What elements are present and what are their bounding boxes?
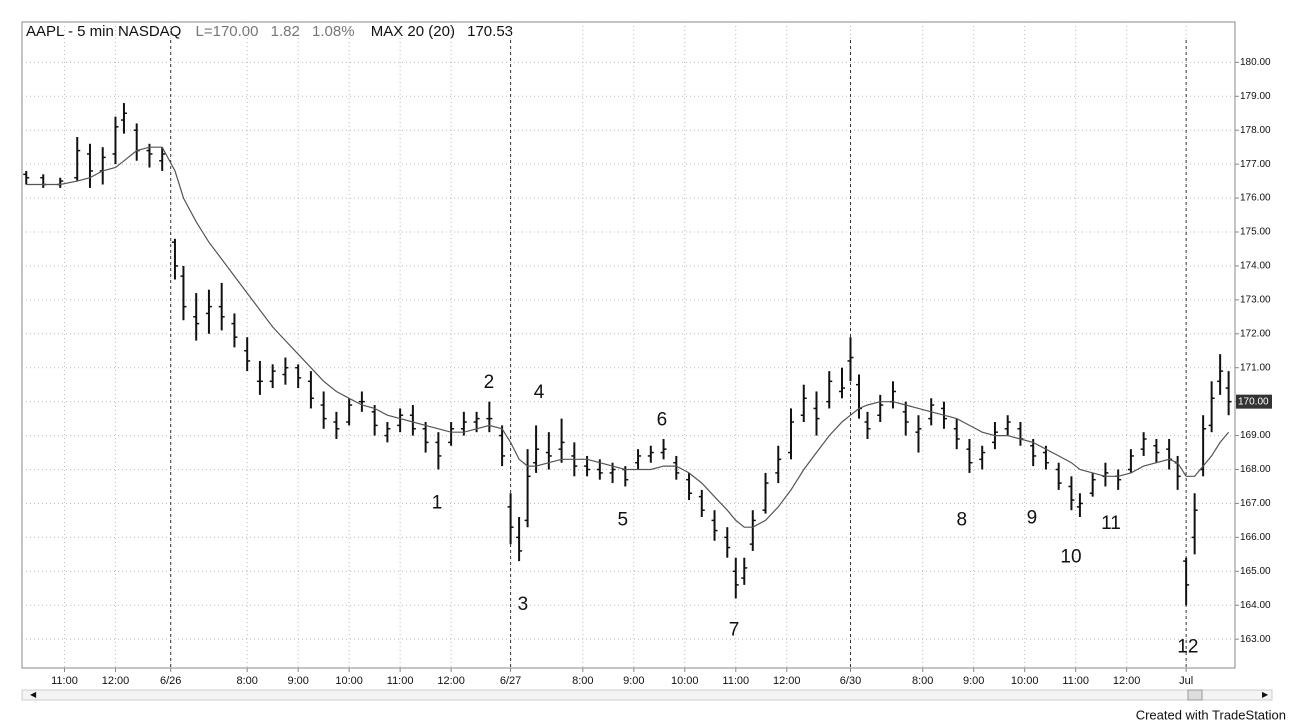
x-tick-label: 12:00 — [1113, 675, 1141, 687]
scrollbar[interactable]: ◀ ▶ — [21, 689, 1273, 701]
quote-last: L=170.00 — [196, 23, 259, 40]
x-tick-label: 6/27 — [500, 675, 521, 687]
y-tick-label: 178.00 — [1240, 125, 1271, 136]
x-tick-label: 10:00 — [1011, 675, 1039, 687]
moving-average — [26, 146, 1230, 528]
y-tick-label: 179.00 — [1240, 91, 1271, 102]
annotation: 6 — [657, 409, 668, 430]
annotation: 11 — [1101, 513, 1121, 534]
x-tick-label: 6/30 — [840, 675, 861, 687]
last-price-label: 170.00 — [1238, 396, 1269, 407]
x-tick-label: 11:00 — [51, 675, 78, 687]
x-tick-label: Jul — [1179, 675, 1193, 687]
annotation: 5 — [617, 509, 628, 530]
y-tick-label: 169.00 — [1240, 430, 1271, 441]
y-tick-label: 167.00 — [1240, 498, 1271, 509]
scrollbar-thumb[interactable] — [1187, 689, 1203, 701]
annotation: 10 — [1060, 547, 1081, 568]
annotation: 7 — [729, 620, 740, 641]
x-tick-label: 12:00 — [773, 675, 801, 687]
x-tick-label: 12:00 — [102, 675, 130, 687]
scrollbar-track[interactable] — [21, 689, 1273, 701]
chart-title: AAPL - 5 min NASDAQ — [26, 23, 181, 40]
x-tick-label: 11:00 — [387, 675, 414, 687]
x-tick-label: 8:00 — [912, 675, 933, 687]
x-tick-label: 10:00 — [671, 675, 699, 687]
y-tick-label: 168.00 — [1240, 464, 1271, 475]
x-tick-label: 9:00 — [287, 675, 308, 687]
chart-header: AAPL - 5 min NASDAQ L=170.00 1.82 1.08% … — [26, 23, 513, 40]
x-tick-label: 6/26 — [160, 675, 181, 687]
y-tick-label: 174.00 — [1240, 261, 1271, 272]
quote-change: 1.82 — [271, 23, 300, 40]
x-tick-label: 12:00 — [437, 675, 465, 687]
x-tick-label: 9:00 — [963, 675, 984, 687]
y-tick-label: 177.00 — [1240, 159, 1271, 170]
x-tick-label: 8:00 — [572, 675, 593, 687]
y-tick-label: 180.00 — [1240, 57, 1271, 68]
y-tick-label: 172.00 — [1240, 328, 1271, 339]
scroll-right[interactable]: ▶ — [1262, 690, 1269, 699]
annotation: 3 — [518, 594, 529, 615]
annotation: 8 — [957, 509, 968, 530]
x-tick-label: 11:00 — [722, 675, 749, 687]
plot-frame — [21, 21, 1236, 669]
y-tick-label: 171.00 — [1240, 362, 1271, 373]
annotation: 4 — [534, 382, 545, 403]
footer: Created with TradeStation — [1136, 707, 1286, 722]
annotation: 9 — [1027, 508, 1038, 529]
y-tick-label: 164.00 — [1240, 600, 1271, 611]
x-tick-label: 10:00 — [335, 675, 363, 687]
y-tick-label: 166.00 — [1240, 532, 1271, 543]
y-tick-label: 175.00 — [1240, 227, 1271, 238]
indicator-value: 170.53 — [467, 23, 513, 40]
scroll-left[interactable]: ◀ — [30, 690, 37, 699]
last-price-box — [1236, 394, 1272, 409]
y-tick-label: 173.00 — [1240, 295, 1271, 306]
x-tick-label: 8:00 — [236, 675, 257, 687]
indicator-name: MAX 20 (20) — [371, 23, 455, 40]
y-tick-label: 163.00 — [1240, 634, 1271, 645]
y-tick-label: 176.00 — [1240, 193, 1271, 204]
y-tick-label: 165.00 — [1240, 566, 1271, 577]
x-tick-label: 11:00 — [1062, 675, 1089, 687]
x-tick-label: 9:00 — [623, 675, 644, 687]
annotation: 12 — [1177, 637, 1198, 658]
quote-change-pct: 1.08% — [312, 23, 355, 40]
annotation: 2 — [484, 372, 495, 393]
marks — [23, 103, 1232, 606]
annotation: 1 — [432, 492, 443, 513]
